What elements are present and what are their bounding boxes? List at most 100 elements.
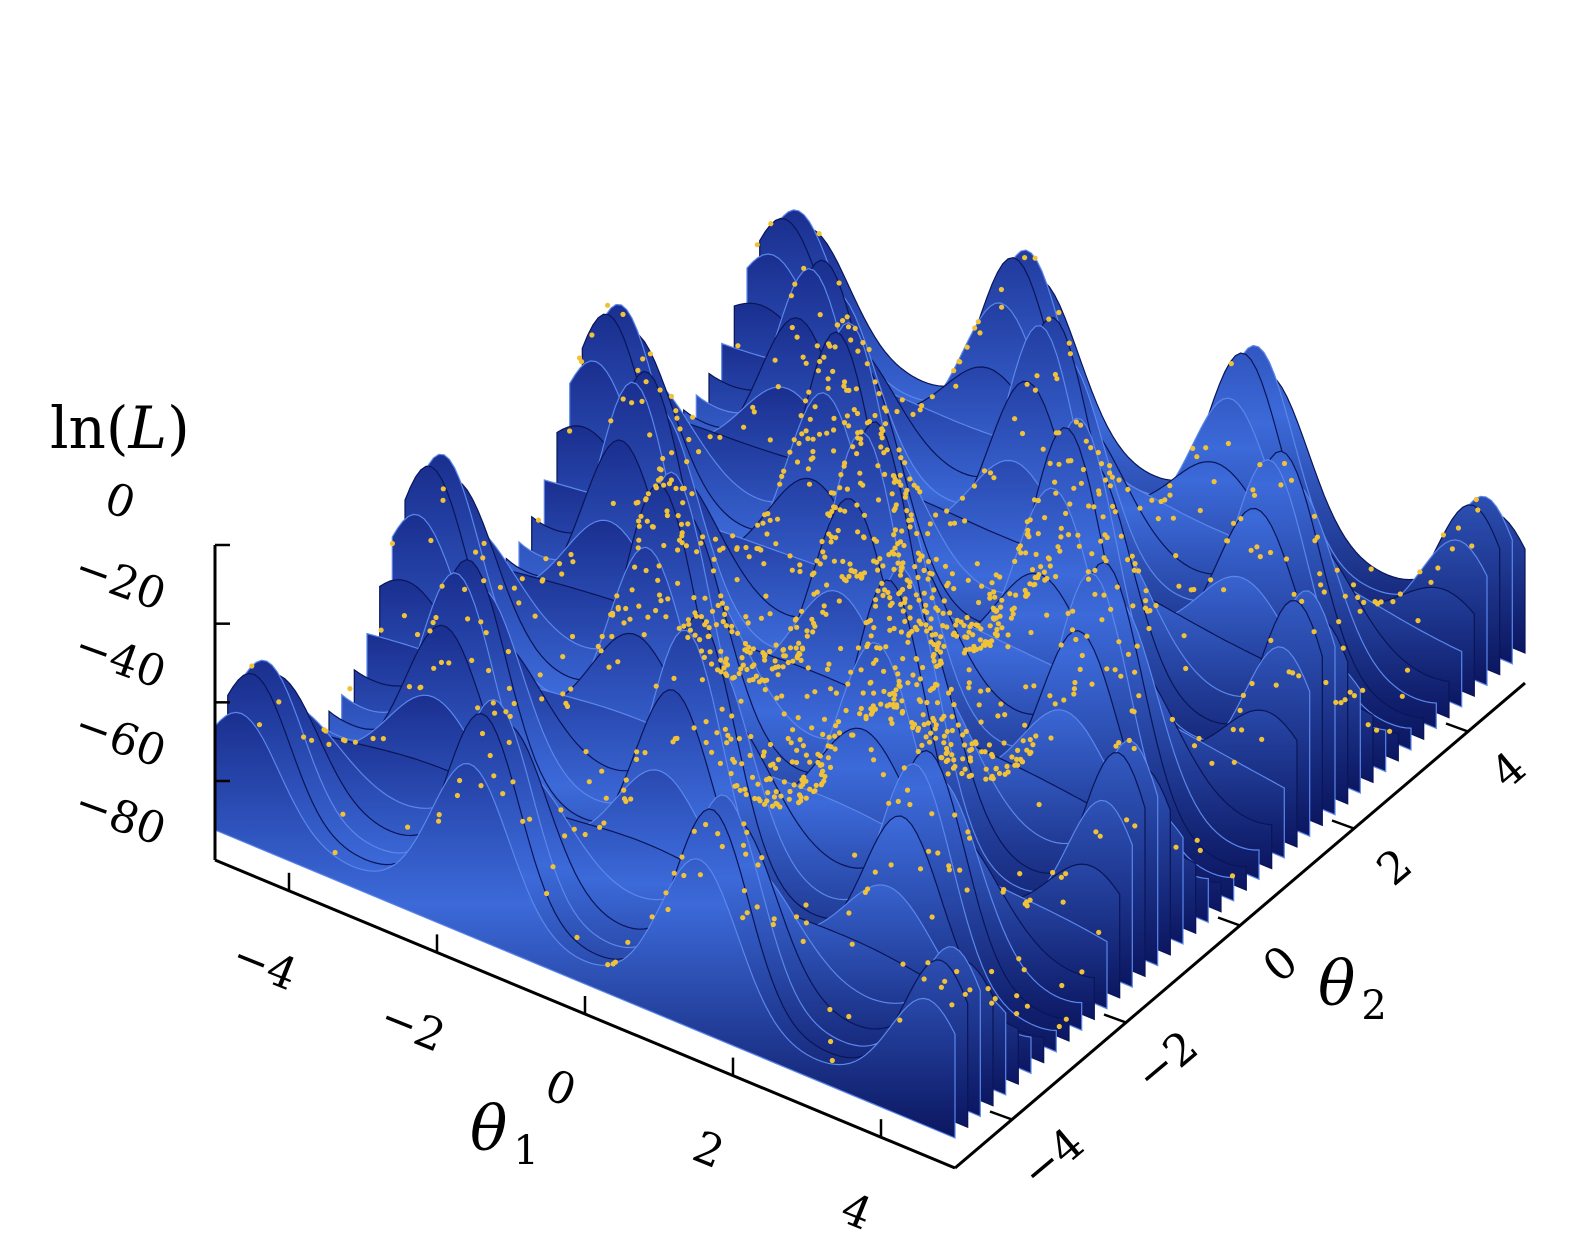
sample-point	[846, 423, 852, 429]
sample-point	[1288, 477, 1295, 483]
sample-point	[762, 687, 768, 693]
sample-point	[1053, 490, 1059, 496]
sample-point	[895, 541, 901, 547]
sample-point	[817, 561, 823, 567]
sample-point	[794, 624, 800, 630]
sample-point	[925, 531, 931, 537]
sample-point	[889, 600, 895, 606]
sample-point	[418, 684, 424, 690]
sample-point	[671, 675, 677, 682]
sample-point	[817, 358, 823, 365]
sample-point	[941, 733, 948, 739]
sample-point	[950, 765, 957, 771]
sample-point	[887, 595, 893, 601]
sample-point	[578, 359, 585, 365]
sample-point	[946, 867, 953, 873]
sample-point	[1065, 532, 1072, 538]
sample-point	[612, 959, 619, 965]
sample-point	[649, 524, 656, 530]
sample-point	[898, 629, 905, 635]
sample-point	[1058, 525, 1064, 531]
sample-point	[889, 720, 895, 727]
sample-point	[996, 770, 1003, 777]
sample-point	[1080, 466, 1086, 473]
sample-point	[962, 991, 968, 997]
sample-point	[692, 632, 698, 638]
sample-point	[933, 556, 939, 562]
sample-point	[931, 658, 937, 664]
sample-point	[850, 444, 856, 450]
sample-point	[1387, 728, 1393, 734]
x-axis-title-var: θ	[470, 1092, 507, 1165]
sample-point	[469, 657, 475, 664]
sample-point	[1296, 673, 1302, 679]
sample-point	[742, 640, 749, 647]
sample-point	[773, 642, 779, 648]
sample-point	[992, 594, 998, 600]
sample-point	[851, 407, 857, 413]
sample-point	[844, 314, 850, 320]
sample-point	[709, 608, 716, 614]
sample-point	[724, 605, 730, 611]
sample-point	[1311, 629, 1317, 635]
sample-point	[871, 625, 877, 631]
sample-point	[947, 521, 954, 527]
sample-point	[960, 756, 966, 762]
sample-point	[500, 791, 506, 797]
sample-point	[653, 483, 659, 489]
sample-point	[942, 563, 949, 569]
sample-point	[907, 476, 913, 482]
sample-point	[550, 864, 556, 870]
sample-point	[941, 598, 947, 604]
sample-point	[606, 664, 612, 670]
sample-point	[965, 577, 971, 583]
sample-point	[793, 914, 800, 920]
sample-point	[902, 618, 908, 625]
sample-point	[673, 408, 679, 414]
sample-point	[276, 699, 282, 705]
sample-point	[1079, 969, 1085, 975]
sample-point	[848, 669, 854, 675]
sample-point	[1015, 762, 1021, 768]
sample-point	[1033, 551, 1039, 558]
sample-point	[936, 640, 942, 646]
sample-point	[1321, 589, 1327, 595]
sample-point	[879, 435, 885, 441]
sample-point	[703, 739, 709, 746]
z-tick-label: −20	[68, 542, 173, 622]
sample-point	[810, 436, 816, 442]
sample-point	[751, 662, 757, 668]
sample-point	[1097, 833, 1103, 839]
sample-point	[1317, 571, 1323, 577]
sample-point	[1257, 554, 1263, 560]
sample-point	[805, 466, 812, 472]
sample-point	[798, 798, 804, 804]
sample-point	[1040, 446, 1046, 452]
sample-point	[796, 792, 803, 798]
sample-point	[935, 607, 941, 613]
sample-point	[800, 938, 806, 945]
sample-point	[1057, 548, 1063, 554]
sample-point	[1248, 547, 1254, 553]
sample-point	[923, 602, 929, 608]
sample-point	[917, 489, 923, 495]
sample-point	[886, 615, 893, 622]
sample-point	[608, 418, 614, 424]
sample-point	[340, 811, 346, 817]
sample-point	[433, 614, 439, 621]
sample-point	[691, 828, 697, 834]
sample-point	[431, 665, 437, 671]
sample-point	[966, 629, 972, 635]
z-axis-title-var: L	[128, 394, 168, 462]
sample-point	[991, 607, 998, 613]
sample-point	[841, 379, 848, 385]
sample-point	[1044, 612, 1050, 618]
sample-point	[828, 534, 835, 540]
sample-point	[1183, 665, 1189, 672]
sample-point	[868, 747, 874, 753]
sample-point	[703, 821, 709, 828]
sample-point	[700, 534, 706, 540]
sample-point	[735, 343, 741, 349]
sample-point	[944, 624, 950, 630]
sample-point	[698, 540, 704, 546]
